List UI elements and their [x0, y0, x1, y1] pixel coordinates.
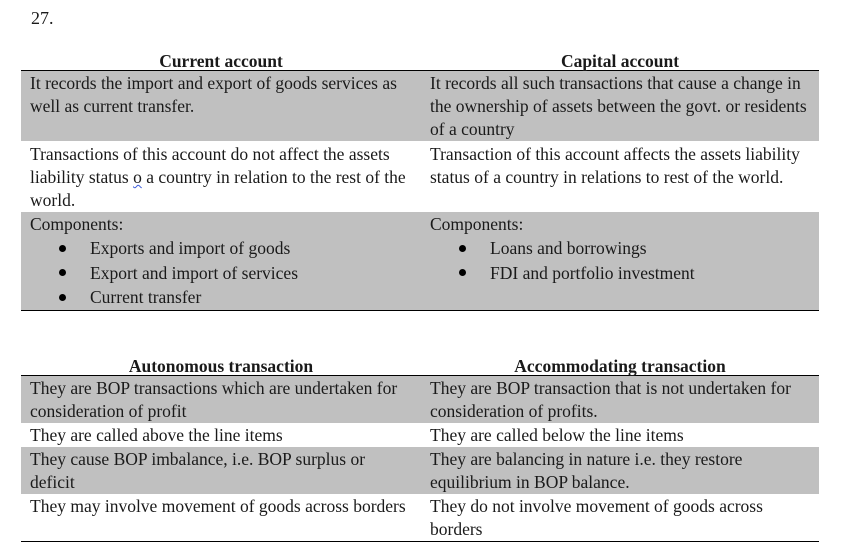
spellcheck-marked-text: o	[133, 167, 142, 187]
cell-text: Transactions of this account do not affe…	[30, 144, 390, 187]
table-cell: They are called above the line items	[30, 425, 283, 445]
components-title: Components:	[430, 214, 524, 234]
column-header-capital-account: Capital account	[421, 50, 819, 71]
table-row: They may involve movement of goods acros…	[21, 494, 819, 542]
table-cell: Transactions of this account do not affe…	[21, 142, 421, 212]
table-cell: They are called below the line items	[430, 425, 684, 445]
list-item: Current transfer	[59, 285, 413, 310]
list-item: Export and import of services	[59, 261, 413, 286]
table-row: It records the import and export of good…	[21, 70, 819, 141]
table-row: Transactions of this account do not affe…	[21, 142, 819, 212]
table-cell: They are BOP transaction that is not und…	[421, 375, 819, 423]
table-cell: They are BOP transactions which are unde…	[21, 375, 421, 423]
table-header-row: Current account Capital account	[21, 50, 819, 71]
table-cell: They do not involve movement of goods ac…	[421, 494, 819, 542]
table-row: Components: Exports and import of goods …	[21, 212, 819, 311]
cell-text: a country in relation to the rest of the…	[30, 167, 406, 210]
table-cell: Transaction of this account affects the …	[430, 144, 800, 187]
column-header-autonomous: Autonomous transaction	[21, 355, 421, 376]
components-list: Exports and import of goods Export and i…	[30, 236, 413, 310]
table-row: They cause BOP imbalance, i.e. BOP surpl…	[21, 447, 819, 494]
current-vs-capital-account-table: Current account Capital account It recor…	[21, 50, 819, 311]
table-cell: Components: Loans and borrowings FDI and…	[421, 212, 819, 311]
table-cell: They are balancing in nature i.e. they r…	[421, 447, 819, 494]
column-header-current-account: Current account	[21, 50, 421, 71]
table-cell: Components: Exports and import of goods …	[21, 212, 421, 311]
table-cell: They cause BOP imbalance, i.e. BOP surpl…	[21, 447, 421, 494]
table-cell: It records all such transactions that ca…	[421, 70, 819, 141]
components-list: Loans and borrowings FDI and portfolio i…	[430, 236, 811, 285]
table-row: They are called above the line items The…	[21, 423, 819, 447]
table-header-row: Autonomous transaction Accommodating tra…	[21, 355, 819, 376]
table-row: They are BOP transactions which are unde…	[21, 375, 819, 423]
components-title: Components:	[30, 214, 124, 234]
table-cell: It records the import and export of good…	[21, 70, 421, 141]
column-header-accommodating: Accommodating transaction	[421, 355, 819, 376]
list-item: FDI and portfolio investment	[459, 261, 811, 286]
list-item: Loans and borrowings	[459, 236, 811, 261]
list-item: Exports and import of goods	[59, 236, 413, 261]
table-cell: They may involve movement of goods acros…	[21, 494, 421, 542]
autonomous-vs-accommodating-table: Autonomous transaction Accommodating tra…	[21, 355, 819, 542]
question-number: 27.	[31, 8, 54, 28]
